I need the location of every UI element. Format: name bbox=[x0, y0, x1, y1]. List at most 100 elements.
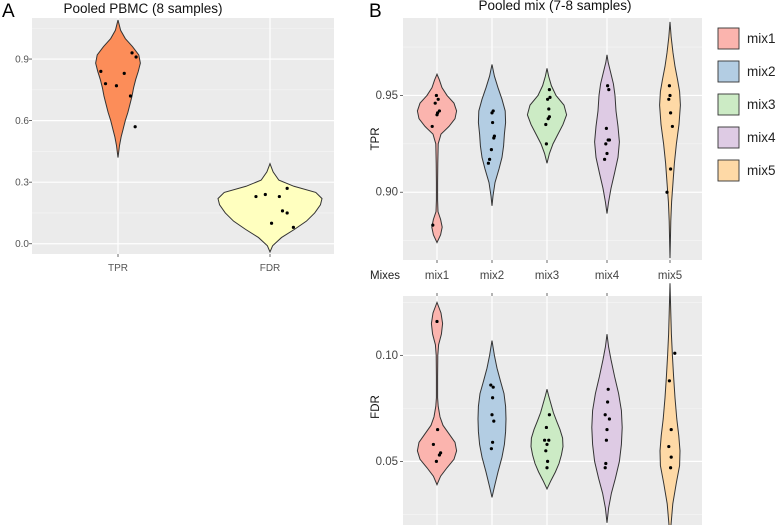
point-mix4 bbox=[607, 88, 611, 92]
legend-label-mix5: mix5 bbox=[747, 163, 776, 178]
point-tpr bbox=[103, 82, 108, 86]
point-mix4 bbox=[607, 417, 612, 421]
point-fdr bbox=[285, 211, 289, 215]
point-mix5 bbox=[670, 124, 675, 129]
violin-mix1 bbox=[416, 72, 458, 244]
violin-tpr bbox=[95, 19, 141, 158]
violin-mix2 bbox=[477, 64, 507, 206]
violin-mix5 bbox=[659, 21, 681, 259]
mix-fdr-y-ticks: 0.05 0.10 bbox=[376, 350, 403, 468]
point-mix4 bbox=[604, 438, 609, 442]
point-mix5 bbox=[669, 427, 673, 432]
point-fdr bbox=[291, 225, 295, 229]
violin-mix1 bbox=[416, 300, 458, 486]
x-tick-label: mix3 bbox=[535, 270, 559, 282]
point-mix4 bbox=[606, 400, 610, 404]
panel-a-title: Pooled PBMC (8 samples) bbox=[63, 1, 222, 16]
legend: mix1 mix2 mix3 mix4 mix5 bbox=[717, 27, 776, 182]
x-tick-label: mix4 bbox=[595, 270, 620, 282]
mix-tpr-violin-chart: 0.90 0.95 TPR bbox=[370, 18, 702, 260]
point-mix5 bbox=[667, 444, 671, 449]
legend-label-mix1: mix1 bbox=[747, 31, 776, 46]
point-mix5 bbox=[673, 351, 677, 355]
y-tick-label: 0.05 bbox=[376, 456, 398, 468]
mix-fdr-ylabel: FDR bbox=[370, 395, 382, 419]
point-mix4 bbox=[605, 427, 609, 432]
point-tpr bbox=[114, 84, 119, 88]
point-mix1 bbox=[436, 427, 440, 432]
point-mix2 bbox=[489, 447, 493, 451]
point-mix1 bbox=[431, 223, 435, 227]
point-mix2 bbox=[491, 120, 495, 125]
point-tpr bbox=[133, 125, 137, 129]
point-mix5 bbox=[668, 93, 672, 98]
point-fdr bbox=[280, 209, 285, 213]
panel-b-letter: B bbox=[369, 1, 382, 22]
point-mix3 bbox=[544, 142, 549, 146]
point-tpr bbox=[99, 69, 103, 73]
pbmc-violin-chart: 0.0 0.3 0.6 0.9 TPR FDR bbox=[15, 18, 334, 274]
y-tick-label: 0.10 bbox=[376, 350, 398, 362]
point-mix4 bbox=[605, 151, 609, 156]
mix-x-ticks: mix1 mix2 mix3 mix4 mix5 bbox=[425, 260, 682, 296]
point-mix4 bbox=[603, 413, 607, 417]
point-mix1 bbox=[437, 453, 441, 457]
point-mix5 bbox=[669, 167, 673, 171]
point-mix3 bbox=[547, 115, 552, 119]
point-mix3 bbox=[544, 122, 548, 127]
point-mix2 bbox=[491, 385, 495, 389]
pbmc-x-ticks: TPR FDR bbox=[108, 254, 280, 274]
violin-mix3 bbox=[526, 68, 568, 164]
point-mix1 bbox=[431, 442, 435, 447]
point-mix2 bbox=[489, 148, 493, 152]
mix-tpr-y-ticks: 0.90 0.95 bbox=[376, 90, 403, 199]
point-mix3 bbox=[547, 107, 551, 111]
point-mix5 bbox=[669, 466, 673, 470]
y-tick-label: 0.6 bbox=[15, 116, 29, 127]
point-mix3 bbox=[547, 88, 552, 92]
point-mix2 bbox=[491, 396, 495, 400]
point-mix4 bbox=[607, 138, 612, 142]
point-mix4 bbox=[604, 126, 609, 130]
point-mix4 bbox=[603, 157, 607, 161]
point-mix2 bbox=[486, 161, 490, 165]
legend-key-mix4 bbox=[717, 126, 740, 149]
legend-label-mix4: mix4 bbox=[747, 130, 776, 145]
point-mix1 bbox=[433, 101, 437, 105]
point-mix3 bbox=[547, 413, 552, 417]
mix-tpr-ylabel: TPR bbox=[370, 128, 382, 151]
pbmc-violins bbox=[95, 19, 323, 254]
point-tpr bbox=[128, 94, 133, 98]
pbmc-y-ticks: 0.0 0.3 0.6 0.9 bbox=[15, 55, 32, 250]
legend-key-mix5 bbox=[717, 159, 740, 182]
point-mix3 bbox=[543, 438, 547, 442]
mix-fdr-violins bbox=[416, 283, 681, 525]
mixes-label: Mixes bbox=[370, 270, 400, 282]
y-tick-label: 0.90 bbox=[376, 187, 398, 199]
point-mix3 bbox=[546, 97, 550, 101]
point-mix3 bbox=[545, 466, 549, 470]
point-mix3 bbox=[545, 442, 549, 447]
legend-key-mix2 bbox=[717, 60, 740, 83]
violin-mix3 bbox=[530, 389, 564, 491]
legend-key-mix1 bbox=[717, 27, 740, 50]
point-mix2 bbox=[490, 413, 494, 417]
point-mix1 bbox=[434, 459, 438, 463]
point-mix3 bbox=[544, 449, 548, 453]
point-mix5 bbox=[667, 97, 671, 101]
mix-fdr-violin-chart: 0.05 0.10 FDR bbox=[370, 283, 702, 525]
point-fdr bbox=[277, 194, 281, 199]
y-tick-label: 0.3 bbox=[15, 178, 29, 189]
point-mix2 bbox=[492, 419, 496, 423]
point-mix3 bbox=[548, 95, 552, 99]
point-mix5 bbox=[665, 190, 669, 194]
point-mix5 bbox=[669, 111, 673, 115]
violin-mix2 bbox=[477, 340, 507, 498]
point-mix2 bbox=[491, 109, 495, 113]
point-fdr bbox=[254, 194, 258, 199]
point-mix1 bbox=[430, 124, 434, 129]
point-mix2 bbox=[492, 134, 496, 138]
point-mix2 bbox=[488, 157, 492, 161]
x-tick-label: mix5 bbox=[658, 270, 682, 282]
